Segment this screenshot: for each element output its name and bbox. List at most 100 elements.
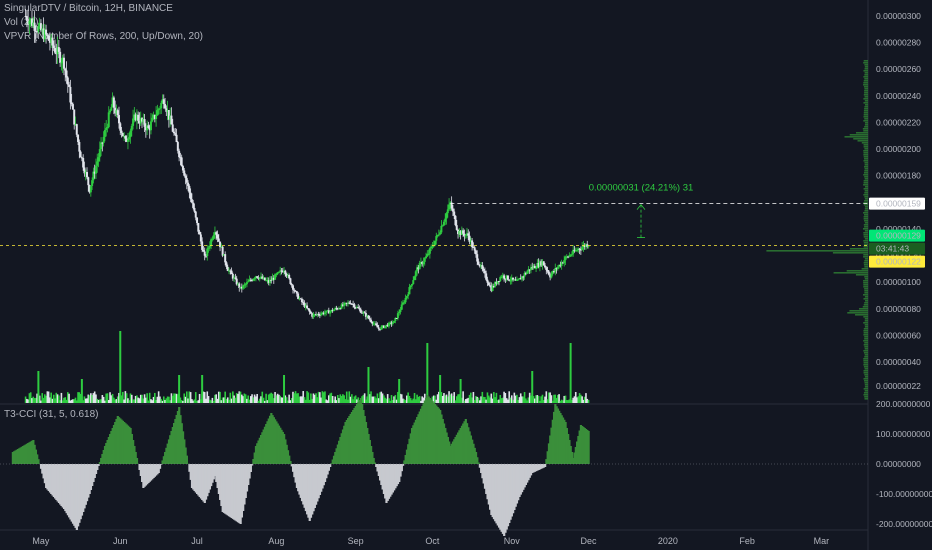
cci-bar-negative bbox=[84, 464, 87, 505]
cci-bar-negative bbox=[395, 464, 398, 487]
cci-bar-negative bbox=[39, 464, 43, 469]
cci-bar-positive bbox=[353, 408, 356, 464]
volume-bar bbox=[239, 391, 242, 403]
vpvr-row bbox=[844, 136, 868, 138]
cci-bar-positive bbox=[551, 419, 554, 464]
cci-bar-positive bbox=[178, 407, 181, 464]
volume-bar bbox=[174, 393, 177, 403]
cci-bar-negative bbox=[148, 464, 151, 482]
volume-bar bbox=[42, 397, 45, 403]
volume-bar bbox=[415, 399, 417, 403]
cci-bar-negative bbox=[512, 464, 515, 514]
cci-bar-negative bbox=[92, 464, 95, 482]
cci-bar-positive bbox=[22, 446, 25, 464]
candle-body bbox=[547, 271, 550, 275]
cci-bar-positive bbox=[477, 462, 480, 464]
cci-bar-negative bbox=[61, 464, 64, 508]
volume-bar bbox=[252, 397, 255, 403]
vpvr-row bbox=[863, 146, 868, 148]
candle-body bbox=[402, 302, 405, 305]
candle-body bbox=[422, 261, 425, 265]
candle-body bbox=[61, 57, 64, 63]
cci-bar-negative bbox=[490, 464, 493, 515]
volume-bar bbox=[421, 396, 424, 403]
candle-body bbox=[538, 261, 541, 267]
candle-body bbox=[513, 279, 516, 281]
candle-body bbox=[206, 248, 209, 257]
volume-spike bbox=[283, 375, 286, 403]
vpvr-row bbox=[863, 298, 868, 300]
volume-bar bbox=[189, 392, 192, 403]
cci-bar-positive bbox=[330, 463, 333, 464]
cci-bar-negative bbox=[144, 464, 148, 486]
volume-bar bbox=[210, 400, 212, 403]
volume-bar bbox=[28, 393, 31, 403]
cci-bar-negative bbox=[517, 464, 520, 501]
cci-bar-positive bbox=[258, 437, 261, 464]
volume-bar bbox=[480, 396, 482, 403]
volume-bar bbox=[235, 393, 238, 403]
volume-bar bbox=[513, 392, 516, 403]
volume-bar bbox=[216, 398, 219, 403]
candle-body bbox=[185, 178, 188, 183]
candle-body bbox=[257, 277, 260, 279]
cci-bar-negative bbox=[151, 464, 154, 480]
volume-bar bbox=[301, 396, 303, 403]
candle-body bbox=[414, 271, 417, 277]
candle-body bbox=[256, 276, 259, 278]
cci-bar-positive bbox=[434, 404, 437, 464]
vpvr-row bbox=[863, 328, 868, 330]
volume-bar bbox=[587, 399, 590, 403]
time-axis[interactable]: May Jun Jul Aug Sep Oct Nov Dec 2020 Feb Mar bbox=[32, 536, 829, 546]
candle-body bbox=[413, 276, 416, 281]
volume-bar bbox=[521, 396, 523, 403]
cci-bar-negative bbox=[213, 464, 217, 476]
cci-bar-negative bbox=[302, 464, 305, 505]
candle-body bbox=[192, 202, 195, 208]
candle-body bbox=[528, 269, 531, 271]
volume-bar bbox=[393, 396, 395, 403]
cci-bar-positive bbox=[170, 431, 173, 464]
candle-body bbox=[211, 238, 214, 240]
vpvr-row bbox=[864, 90, 868, 92]
cci-bar-positive bbox=[469, 435, 473, 464]
cci-bar-negative bbox=[478, 464, 481, 468]
candle-body bbox=[412, 280, 415, 285]
volume-bar bbox=[567, 400, 569, 403]
volume-spike bbox=[37, 371, 40, 403]
cci-bar-negative bbox=[222, 464, 226, 513]
volume-bar bbox=[527, 397, 530, 403]
vpvr-row bbox=[864, 206, 868, 208]
volume-bar bbox=[267, 394, 270, 403]
cci-bar-positive bbox=[467, 427, 470, 464]
vpvr-row bbox=[863, 334, 868, 336]
volume-bar bbox=[59, 400, 61, 403]
cci-bar-negative bbox=[56, 464, 59, 502]
candle-body bbox=[156, 110, 159, 116]
candle-body bbox=[288, 274, 291, 279]
volume-spike bbox=[439, 375, 442, 403]
candle-body bbox=[490, 285, 493, 291]
candle-body bbox=[55, 52, 58, 55]
cci-bar-positive bbox=[550, 427, 553, 464]
cci-bar-positive bbox=[472, 443, 475, 464]
candle-body bbox=[48, 40, 51, 43]
candle-body bbox=[59, 51, 62, 63]
candle-body bbox=[217, 238, 220, 242]
candle-body bbox=[391, 322, 394, 325]
volume-bar bbox=[476, 396, 479, 403]
vpvr-row bbox=[864, 384, 868, 386]
volume-bar bbox=[98, 399, 101, 403]
volume-bar bbox=[522, 396, 525, 403]
cci-bar-negative bbox=[375, 464, 378, 467]
volume-bar bbox=[345, 391, 348, 403]
poc-price-badge bbox=[869, 255, 925, 268]
candle-body bbox=[117, 115, 120, 124]
cci-bar-positive bbox=[25, 443, 29, 464]
candle-body bbox=[289, 278, 292, 284]
volume-bar bbox=[582, 399, 585, 403]
volume-bar bbox=[381, 393, 384, 403]
volume-bar bbox=[557, 394, 559, 403]
vpvr-row bbox=[832, 252, 868, 254]
